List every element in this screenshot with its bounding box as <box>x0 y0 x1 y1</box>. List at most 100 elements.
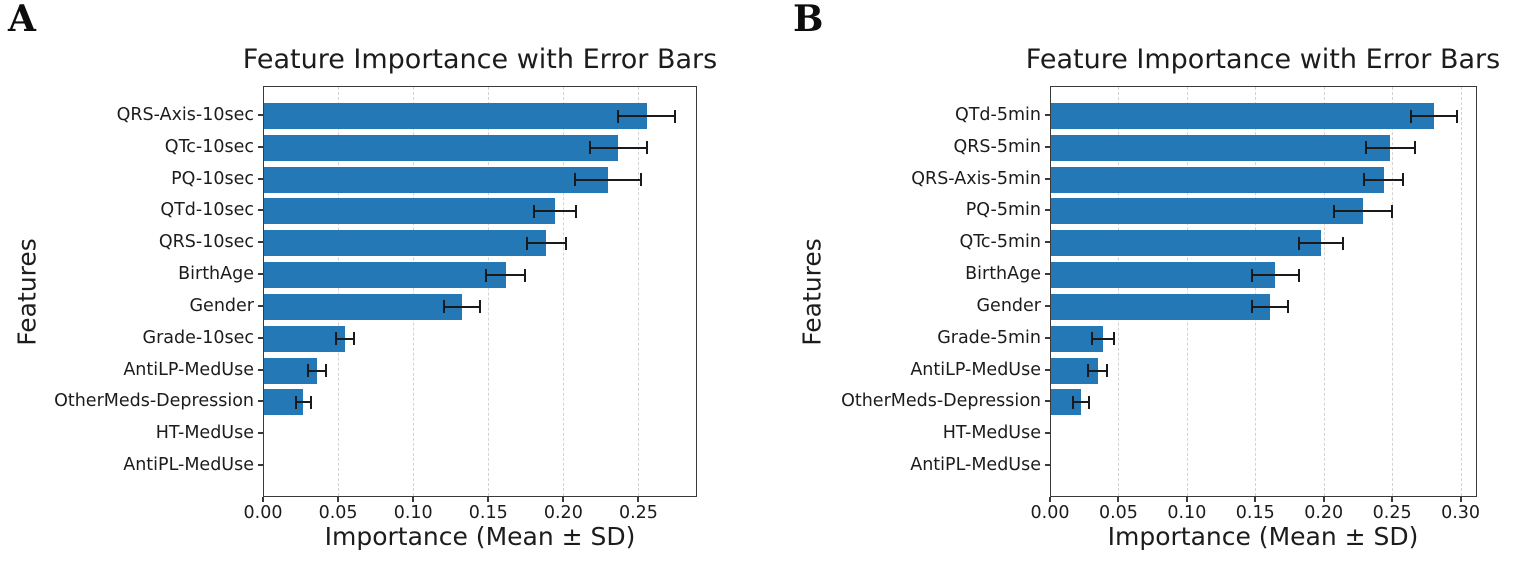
chart-a-y-tick-mark <box>258 304 263 307</box>
chart-b-errorbar-line <box>1365 146 1416 149</box>
chart-b-category-label: QTc-5min <box>959 232 1041 253</box>
chart-a-errorbar-cap <box>485 268 488 282</box>
chart-b-errorbar-cap <box>1112 332 1115 346</box>
chart-b-gridline <box>1186 87 1188 496</box>
chart-a-errorbar-line <box>295 401 311 404</box>
chart-b-x-tick-mark <box>1322 497 1325 502</box>
chart-a-x-tick-mark <box>487 497 490 502</box>
chart-a-y-tick-mark <box>258 368 263 371</box>
chart-b-x-tick-label: 0.00 <box>1030 503 1070 523</box>
chart-b-category-label: PQ-5min <box>965 200 1041 221</box>
chart-b-errorbar-line <box>1252 305 1288 308</box>
panel-b: B Feature Importance with Error Bars Fea… <box>768 0 1535 563</box>
chart-a-bar <box>264 103 647 129</box>
chart-b-errorbar-line <box>1087 369 1108 372</box>
chart-b-x-tick-mark <box>1391 497 1394 502</box>
chart-b-x-tick-mark <box>1185 497 1188 502</box>
chart-a-errorbar-cap <box>525 236 528 250</box>
chart-b-errorbar-cap <box>1401 173 1404 187</box>
chart-b-errorbar-line <box>1072 401 1090 404</box>
chart-a-errorbar-cap <box>645 141 648 155</box>
chart-b-errorbar-cap <box>1409 109 1412 123</box>
chart-a-errorbar-line <box>307 369 326 372</box>
chart-a-category-label: AntiLP-MedUse <box>123 359 254 380</box>
chart-b-x-tick-label: 0.30 <box>1441 503 1481 523</box>
chart-a-errorbar-cap <box>524 268 527 282</box>
chart-b-errorbar-cap <box>1364 141 1367 155</box>
chart-b-x-tick-label: 0.10 <box>1167 503 1207 523</box>
chart-b-y-tick-mark <box>1045 209 1050 212</box>
chart-a-y-tick-mark <box>258 209 263 212</box>
panel-b-letter: B <box>793 0 824 40</box>
chart-a-y-tick-mark <box>258 400 263 403</box>
chart-b-errorbar-line <box>1334 210 1392 213</box>
chart-b-bar <box>1051 262 1276 289</box>
chart-a-category-label: PQ-10sec <box>171 168 254 189</box>
chart-b-errorbar-line <box>1298 242 1343 245</box>
chart-a-plot-area <box>263 86 697 497</box>
chart-a-x-tick-label: 0.25 <box>618 503 658 523</box>
chart-a-x-tick-mark <box>337 497 340 502</box>
chart-b-y-tick-mark <box>1045 177 1050 180</box>
chart-b-x-tick-label: 0.05 <box>1098 503 1138 523</box>
chart-a-errorbar-cap <box>639 173 642 187</box>
chart-b-x-tick-label: 0.20 <box>1304 503 1344 523</box>
chart-a-errorbar-cap <box>674 109 677 123</box>
chart-b-y-tick-mark <box>1045 273 1050 276</box>
chart-a-y-tick-mark <box>258 145 263 148</box>
chart-b-errorbar-cap <box>1071 395 1074 409</box>
chart-a-bar <box>264 325 346 352</box>
chart-a-errorbar-cap <box>443 300 446 314</box>
chart-a-x-tick-label: 0.20 <box>543 503 583 523</box>
chart-b-gridline <box>1118 87 1120 496</box>
chart-a-gridline <box>413 87 415 496</box>
chart-b-category-label: HT-MedUse <box>942 423 1041 444</box>
chart-b-x-tick-mark <box>1117 497 1120 502</box>
chart-b-category-label: AntiPL-MedUse <box>910 455 1041 475</box>
chart-b-gridline <box>1460 87 1462 496</box>
chart-b-y-tick-mark <box>1045 400 1050 403</box>
chart-b-errorbar-cap <box>1086 364 1089 378</box>
chart-a-bar <box>264 198 556 225</box>
chart-a-y-tick-mark <box>258 114 263 116</box>
chart-a-category-label: QRS-Axis-10sec <box>116 105 254 125</box>
chart-a-x-tick-mark <box>562 497 565 502</box>
chart-b-bar <box>1051 166 1384 193</box>
chart-a-errorbar-line <box>618 115 676 117</box>
chart-b-errorbar-cap <box>1414 141 1417 155</box>
chart-b-errorbar-line <box>1252 274 1299 277</box>
chart-b-x-axis-label: Importance (Mean ± SD) <box>1107 522 1419 551</box>
chart-a-bar <box>264 166 608 193</box>
chart-a-category-label: BirthAge <box>178 264 254 285</box>
chart-a-category-label: QRS-10sec <box>158 232 254 253</box>
chart-a-errorbar-cap <box>617 109 620 123</box>
chart-a-x-axis-label: Importance (Mean ± SD) <box>324 522 636 551</box>
chart-a-category-label: AntiPL-MedUse <box>123 455 254 475</box>
chart-a-x-tick-label: 0.15 <box>468 503 508 523</box>
chart-a-errorbar-cap <box>294 395 297 409</box>
chart-b-errorbar-line <box>1410 115 1458 117</box>
chart-a-bar <box>264 262 506 289</box>
chart-a-gridline <box>563 87 565 496</box>
chart-b-plot-area <box>1050 86 1477 497</box>
chart-b-errorbar-cap <box>1363 173 1366 187</box>
chart-a-errorbar-cap <box>324 364 327 378</box>
chart-b-errorbar-cap <box>1251 300 1254 314</box>
chart-a-gridline <box>638 87 640 496</box>
chart-b-errorbar-cap <box>1286 300 1289 314</box>
chart-b-errorbar-cap <box>1297 268 1300 282</box>
chart-a-errorbar-line <box>574 178 641 181</box>
chart-b-gridline <box>1323 87 1325 496</box>
chart-b-y-tick-mark <box>1045 368 1050 371</box>
chart-b-errorbar-cap <box>1341 236 1344 250</box>
chart-a-category-label: OtherMeds-Depression <box>54 391 254 412</box>
chart-a-y-tick-mark <box>258 464 263 466</box>
chart-a-category-label: Grade-10sec <box>142 327 254 348</box>
chart-a-errorbar-cap <box>353 332 356 346</box>
chart-a-errorbar-line <box>589 146 647 149</box>
chart-a-y-tick-mark <box>258 273 263 276</box>
chart-b-y-tick-mark <box>1045 336 1050 339</box>
chart-b-y-axis-label: Features <box>797 238 827 346</box>
chart-b-x-tick-mark <box>1254 497 1257 502</box>
chart-a-x-tick-mark <box>637 497 640 502</box>
